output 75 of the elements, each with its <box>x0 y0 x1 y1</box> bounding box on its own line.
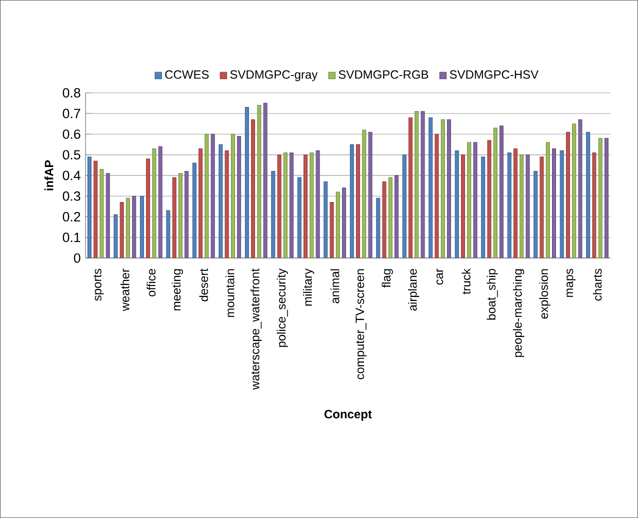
y-tick-label: 0 <box>74 253 80 263</box>
legend-label: SVDMGPC-gray <box>230 70 318 82</box>
bar <box>114 214 118 258</box>
x-tick-label: military <box>303 268 314 306</box>
x-tick-label: sports <box>94 268 104 301</box>
y-tick-label: 0.2 <box>62 212 80 222</box>
y-tick-label: 0.6 <box>62 129 80 139</box>
bar <box>87 156 92 258</box>
bar <box>152 148 156 258</box>
x-axis-title: Concept <box>324 410 372 421</box>
bar <box>467 142 472 258</box>
bar <box>204 134 209 258</box>
bar <box>336 192 340 258</box>
x-tick-label: boat_ship <box>486 268 498 320</box>
bar <box>218 144 223 258</box>
bar <box>350 144 354 258</box>
y-tick-label: 0.4 <box>62 170 80 180</box>
bar <box>546 142 550 258</box>
y-tick-label: 0.5 <box>62 150 80 160</box>
bar <box>376 198 380 258</box>
bar <box>520 154 524 258</box>
x-tick-label: people-marching <box>512 269 524 357</box>
bar <box>388 177 392 258</box>
y-tick-label: 0.8 <box>62 88 80 98</box>
bar <box>324 181 328 258</box>
bar <box>572 124 576 258</box>
bar <box>230 134 235 258</box>
bar <box>454 150 459 258</box>
bar <box>586 132 590 258</box>
bar <box>362 130 366 258</box>
bar <box>507 152 512 258</box>
legend-label: CCWES <box>165 70 209 79</box>
bar <box>126 198 130 258</box>
bar <box>493 128 498 258</box>
x-tick-label: weather <box>120 268 130 312</box>
x-tick-label: animal <box>330 269 340 304</box>
x-tick-label: car <box>436 268 444 285</box>
bar <box>257 104 262 258</box>
x-tick-label: charts <box>592 268 602 301</box>
bar <box>310 152 314 258</box>
x-tick-label: office <box>146 268 156 296</box>
bar <box>440 119 445 258</box>
x-tick-label: explosion <box>539 269 550 319</box>
x-tick-label: maps <box>566 268 576 297</box>
bar <box>283 152 288 258</box>
bar <box>140 196 144 258</box>
x-tick-label: desert <box>199 268 208 302</box>
bar <box>481 156 486 258</box>
x-tick-label: truck <box>462 268 470 294</box>
x-tick-label: airplane <box>408 268 420 311</box>
y-tick-label: 0.1 <box>62 232 80 242</box>
bar <box>534 171 538 258</box>
x-tick-label: meeting <box>172 269 183 310</box>
y-tick-label: 0.3 <box>62 191 80 201</box>
bar <box>166 210 170 258</box>
x-tick-label: mountain <box>225 269 234 317</box>
bar <box>192 162 196 258</box>
x-tick-label: flag <box>382 269 393 288</box>
x-tick-label: computer_TV-screen <box>356 269 366 380</box>
bar <box>402 154 406 258</box>
bar <box>414 111 419 258</box>
y-axis-title: infAP <box>44 160 54 190</box>
bar <box>297 177 302 258</box>
x-tick-label: police_security <box>276 268 288 347</box>
legend-label: SVDMGPC-HSV <box>450 70 538 79</box>
bar <box>560 150 564 258</box>
bar <box>428 117 433 258</box>
x-tick-label: waterscape_waterfront <box>250 268 262 390</box>
bar <box>100 168 104 258</box>
bar <box>178 173 182 258</box>
y-tick-label: 0.7 <box>62 108 80 118</box>
bar <box>598 138 602 258</box>
bar <box>244 106 249 258</box>
bar <box>271 171 276 258</box>
legend-label: SVDMGPC-RGB <box>338 70 428 79</box>
